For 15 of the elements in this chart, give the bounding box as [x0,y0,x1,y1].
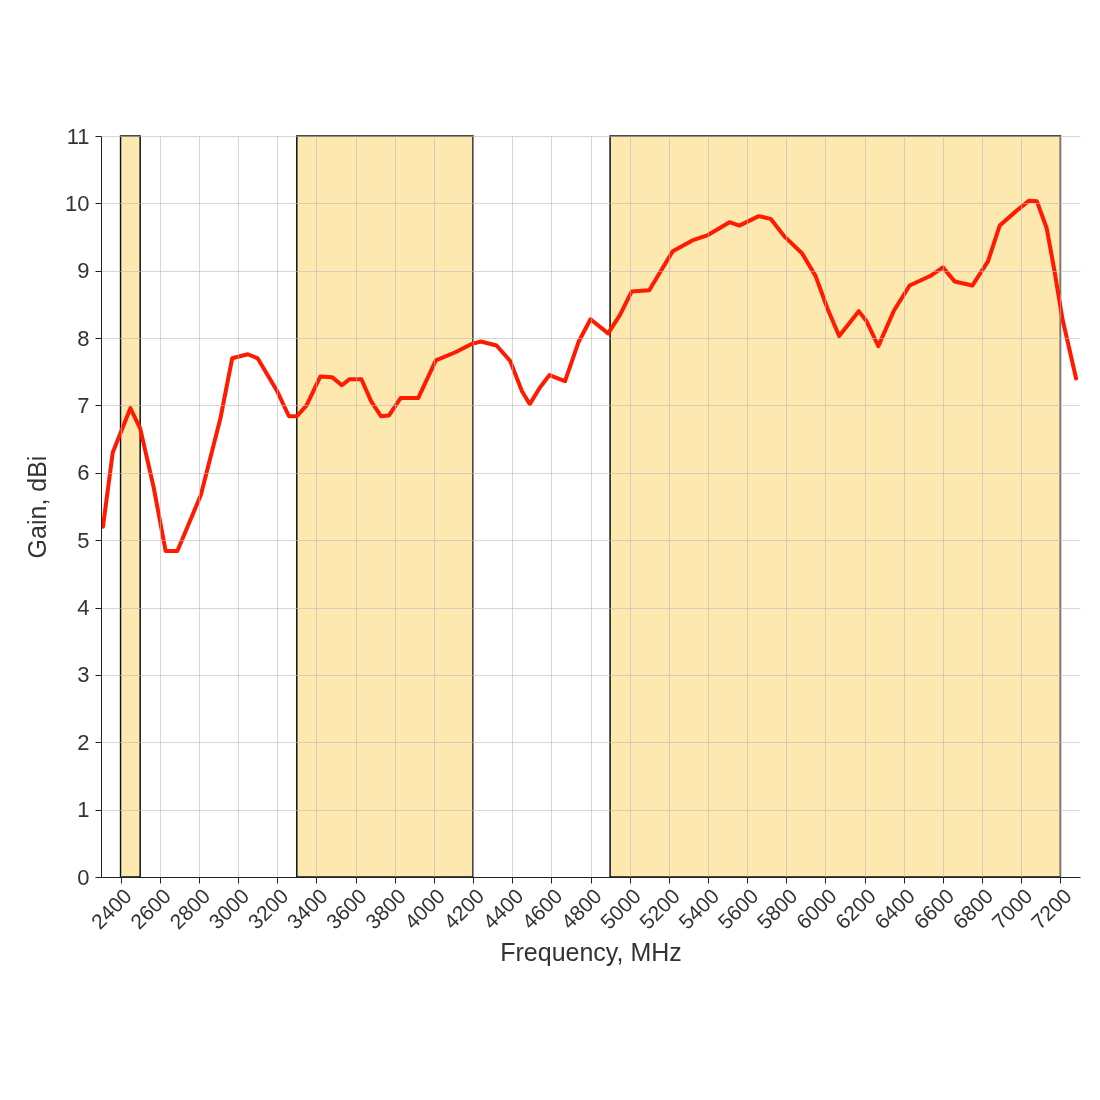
y-tick-label: 1 [77,797,90,823]
y-tick-label: 11 [66,123,90,149]
y-tick-label: 6 [77,460,90,486]
y-tick-label: 0 [77,864,90,890]
y-tick-label: 8 [77,325,90,351]
y-tick-label: 3 [77,662,90,688]
y-tick-label: 4 [77,595,90,621]
line-series [100,198,1079,553]
y-tick-label: 7 [77,392,90,418]
y-axis-title: Gain, dBi [23,455,52,559]
y-tick-label: 9 [77,258,90,284]
y-tick-label: 5 [77,527,90,553]
y-tick-label: 2 [77,729,90,755]
y-tick-label: 10 [65,190,90,216]
x-axis-title: Frequency, MHz [500,938,682,967]
